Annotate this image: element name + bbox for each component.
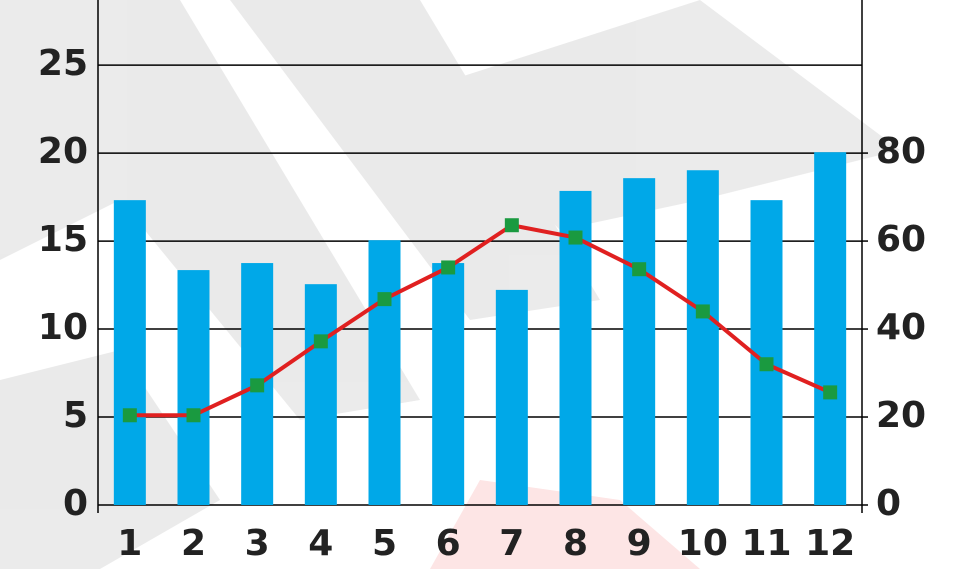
x-tick-label: 8 (563, 523, 588, 564)
bar (495, 289, 528, 505)
marker (122, 408, 137, 423)
x-tick-label: 10 (678, 523, 728, 564)
marker (250, 378, 265, 393)
marker (504, 218, 519, 233)
x-tick-label: 12 (805, 523, 855, 564)
y-tick-label: 25 (38, 43, 88, 84)
marker (632, 262, 647, 277)
bar (113, 200, 146, 505)
marker (186, 408, 201, 423)
x-tick-label: 1 (117, 523, 142, 564)
marker (759, 357, 774, 372)
line (129, 223, 831, 418)
bar (814, 152, 847, 505)
marker (313, 334, 328, 349)
marker (695, 304, 710, 319)
x-tick-label: 9 (627, 523, 652, 564)
x-tick-label: 3 (245, 523, 270, 564)
x-tick-label: 2 (181, 523, 206, 564)
y-tick-label: 15 (38, 219, 88, 260)
marker (823, 385, 838, 400)
y-tick-label: 5 (63, 395, 88, 436)
x-tick-label: 11 (741, 523, 791, 564)
bar (750, 200, 783, 505)
bar (686, 170, 719, 505)
bar (304, 284, 337, 505)
x-tick-label: 4 (308, 523, 333, 564)
y-tick-label: 20 (38, 131, 88, 172)
marker (441, 260, 456, 275)
marker (568, 230, 583, 245)
bar (432, 263, 465, 505)
bar (623, 178, 656, 506)
y2-tick-label: 40 (876, 307, 926, 348)
y2-tick-label: 60 (876, 219, 926, 260)
marker (377, 292, 392, 307)
y2-tick-label: 20 (876, 395, 926, 436)
y2-tick-label: 0 (876, 483, 901, 524)
x-tick-label: 6 (436, 523, 461, 564)
y-tick-label: 10 (38, 307, 88, 348)
x-tick-label: 7 (499, 523, 524, 564)
y2-tick-label: 80 (876, 131, 926, 172)
bar (177, 270, 210, 505)
y-tick-label: 0 (63, 483, 88, 524)
bar (368, 240, 401, 505)
x-tick-label: 5 (372, 523, 397, 564)
